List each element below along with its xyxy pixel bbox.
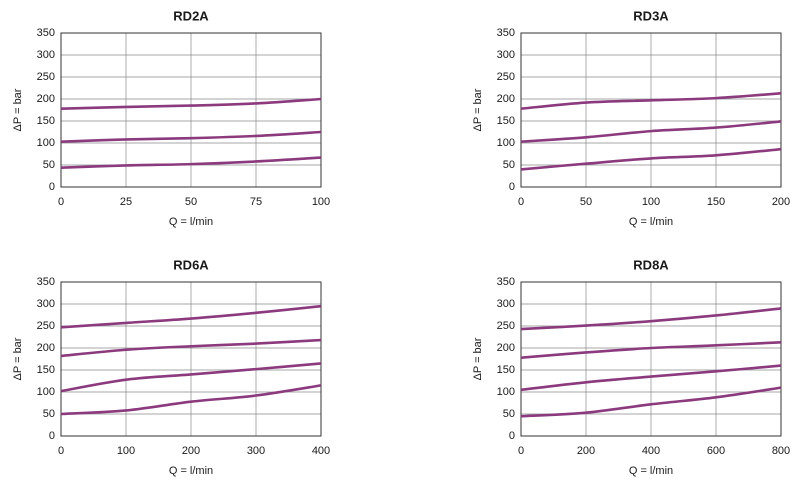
x-tick-label: 50: [185, 196, 197, 208]
x-tick-label: 400: [642, 445, 660, 457]
x-axis-label: Q = l/min: [629, 216, 673, 228]
x-tick-label: 0: [58, 196, 64, 208]
data-line: [60, 384, 322, 416]
data-line: [520, 364, 782, 392]
y-tick-label: 0: [49, 430, 55, 442]
data-line: [520, 386, 782, 418]
data-line: [60, 130, 322, 143]
x-tick-label: 50: [580, 196, 592, 208]
data-line: [520, 307, 782, 331]
plot-frame: [520, 32, 782, 188]
y-axis-label: ΔP = bar: [12, 88, 24, 131]
y-tick-label: 100: [37, 386, 55, 398]
x-tick-label: 100: [117, 445, 135, 457]
y-tick-label: 350: [37, 276, 55, 288]
y-tick-label: 250: [37, 320, 55, 332]
chart-title: RD3A: [633, 8, 669, 23]
plot-frame: [60, 32, 322, 188]
x-tick-label: 400: [312, 445, 330, 457]
y-tick-label: 0: [49, 181, 55, 193]
x-tick-label: 100: [642, 196, 660, 208]
x-tick-label: 200: [182, 445, 200, 457]
chart-title: RD6A: [173, 257, 209, 272]
x-tick-label: 150: [707, 196, 725, 208]
y-tick-label: 200: [37, 93, 55, 105]
data-line: [60, 362, 322, 393]
x-tick-label: 0: [518, 196, 524, 208]
y-tick-label: 350: [37, 27, 55, 39]
data-line: [60, 338, 322, 358]
y-tick-label: 150: [37, 364, 55, 376]
y-tick-label: 0: [509, 430, 515, 442]
y-tick-label: 350: [497, 27, 515, 39]
x-tick-label: 25: [120, 196, 132, 208]
x-tick-label: 300: [247, 445, 265, 457]
y-tick-label: 150: [37, 115, 55, 127]
y-tick-label: 300: [37, 298, 55, 310]
x-axis-label: Q = l/min: [169, 465, 213, 477]
y-tick-label: 200: [497, 342, 515, 354]
data-line: [520, 91, 782, 110]
y-tick-label: 300: [497, 49, 515, 61]
y-tick-label: 300: [497, 298, 515, 310]
x-tick-label: 100: [312, 196, 330, 208]
y-tick-label: 50: [503, 408, 515, 420]
data-line: [60, 97, 322, 110]
x-tick-label: 0: [518, 445, 524, 457]
y-tick-label: 50: [503, 159, 515, 171]
y-tick-label: 50: [43, 159, 55, 171]
y-tick-label: 350: [497, 276, 515, 288]
y-tick-label: 200: [37, 342, 55, 354]
x-tick-label: 200: [772, 196, 790, 208]
chart-title: RD2A: [173, 8, 209, 23]
x-axis-label: Q = l/min: [629, 465, 673, 477]
y-tick-label: 100: [497, 137, 515, 149]
x-tick-label: 600: [707, 445, 725, 457]
plot-frame: [520, 281, 782, 437]
y-tick-label: 250: [37, 71, 55, 83]
y-tick-label: 150: [497, 115, 515, 127]
plot-frame: [60, 281, 322, 437]
y-tick-label: 250: [497, 320, 515, 332]
x-tick-label: 200: [577, 445, 595, 457]
data-line: [520, 340, 782, 359]
y-tick-label: 100: [37, 137, 55, 149]
x-axis-label: Q = l/min: [169, 216, 213, 228]
y-tick-label: 150: [497, 364, 515, 376]
y-tick-label: 50: [43, 408, 55, 420]
y-axis-label: ΔP = bar: [472, 88, 484, 131]
chart-title: RD8A: [633, 257, 669, 272]
data-line: [520, 147, 782, 171]
x-tick-label: 800: [772, 445, 790, 457]
y-tick-label: 0: [509, 181, 515, 193]
y-tick-label: 300: [37, 49, 55, 61]
y-axis-label: ΔP = bar: [12, 337, 24, 380]
data-line: [60, 156, 322, 169]
data-line: [60, 304, 322, 329]
y-tick-label: 100: [497, 386, 515, 398]
x-tick-label: 0: [58, 445, 64, 457]
y-tick-label: 250: [497, 71, 515, 83]
x-tick-label: 75: [250, 196, 262, 208]
data-line: [520, 120, 782, 143]
y-tick-label: 200: [497, 93, 515, 105]
y-axis-label: ΔP = bar: [472, 337, 484, 380]
